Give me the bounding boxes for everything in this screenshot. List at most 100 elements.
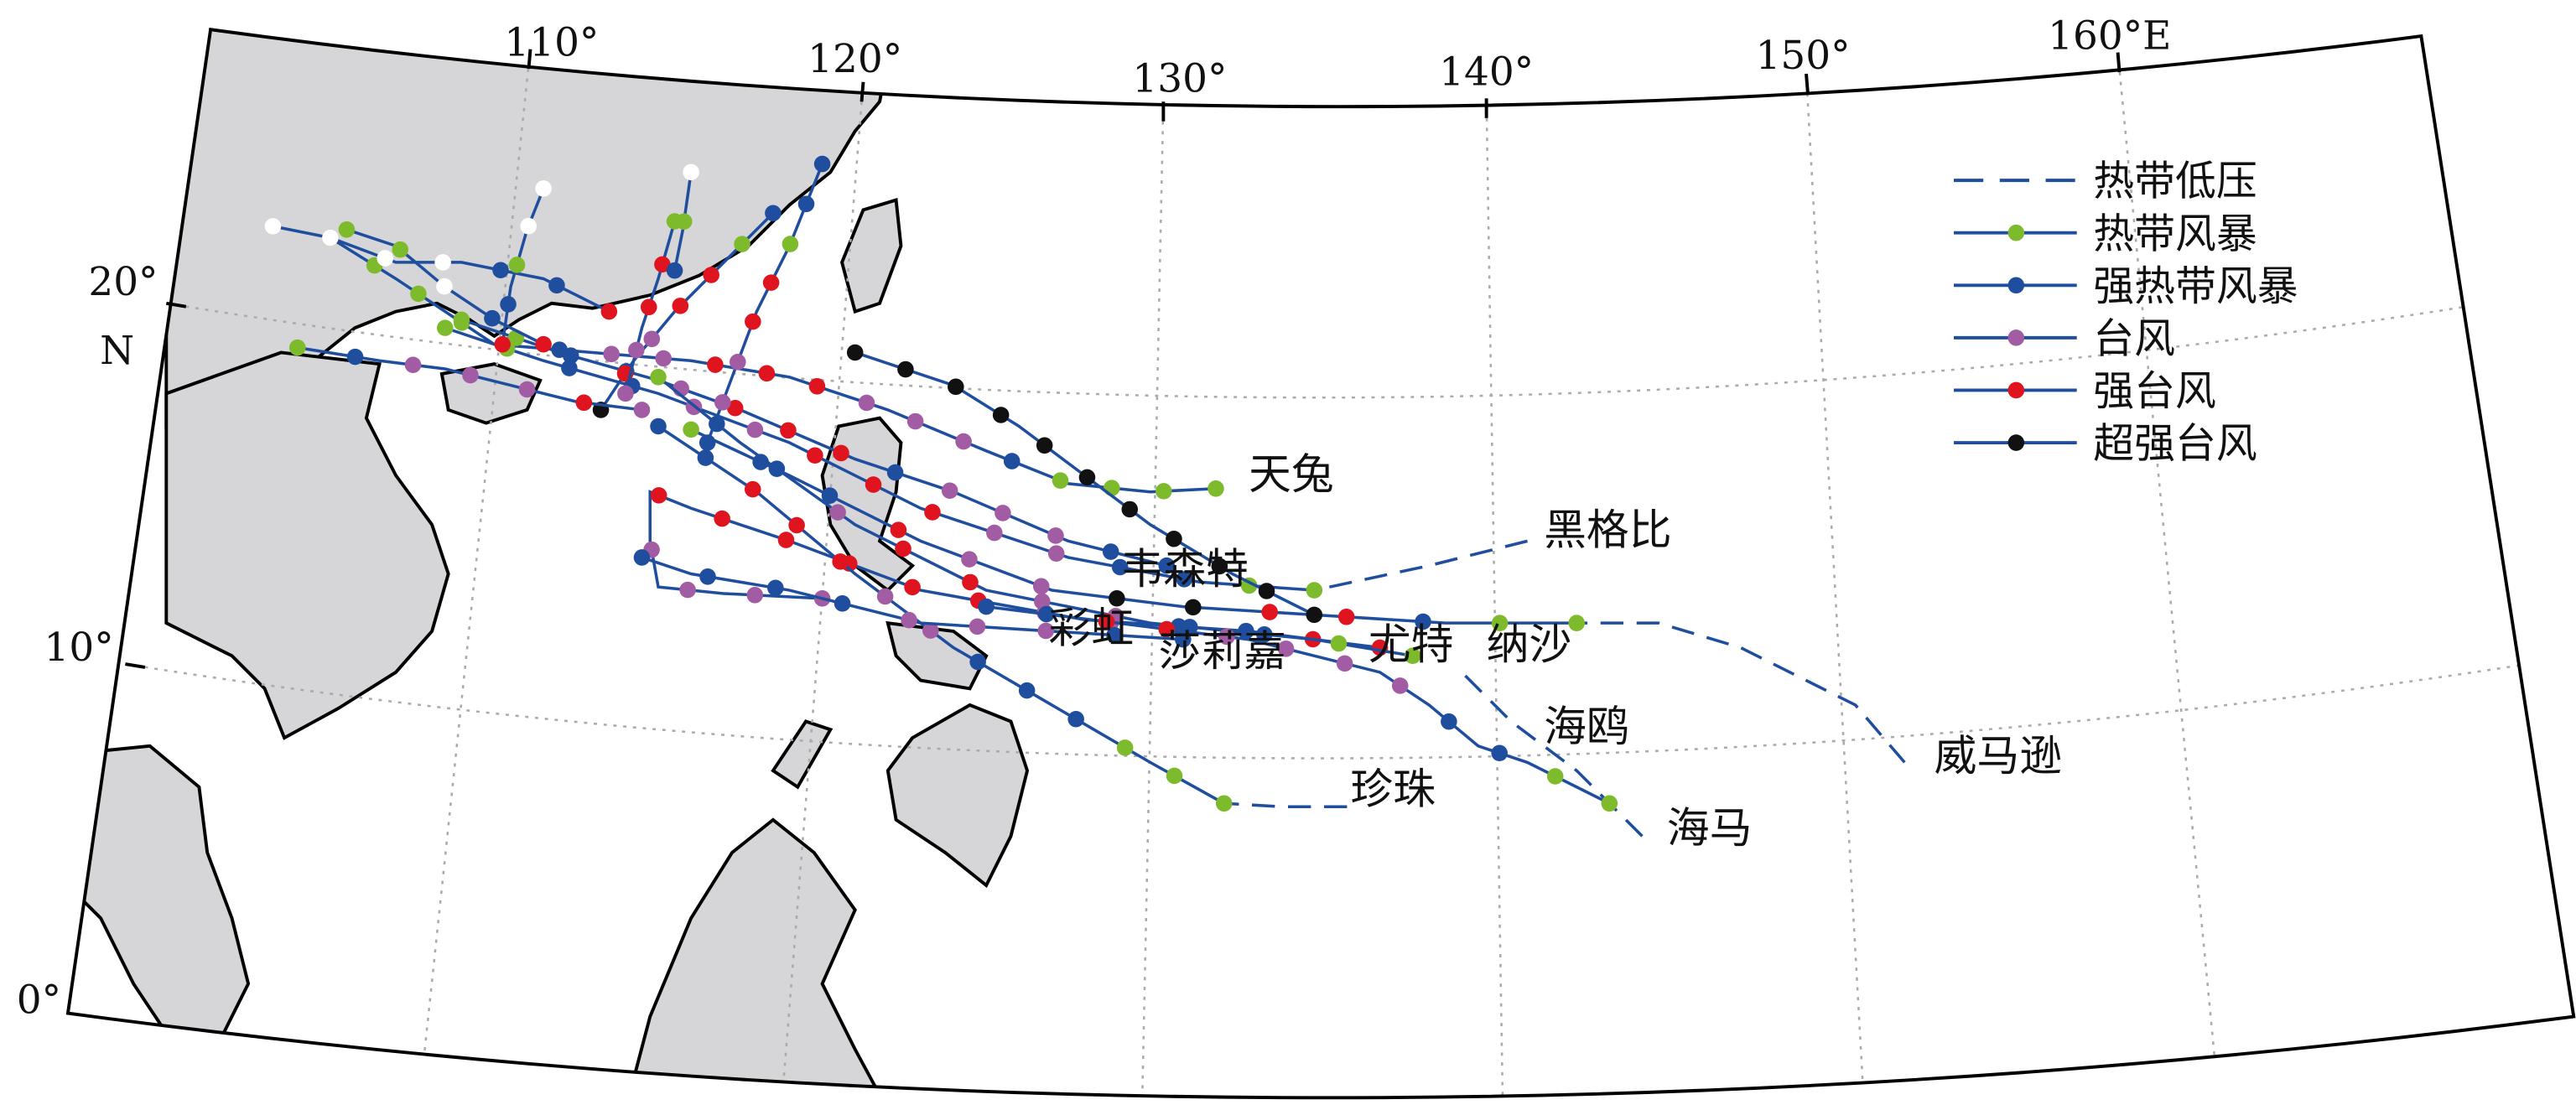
track-point: [1185, 599, 1202, 616]
track-point: [1175, 630, 1192, 648]
graticule-lines: [125, 49, 2528, 1098]
track-point: [410, 285, 427, 303]
track-point: [1568, 615, 1585, 631]
track-point: [995, 505, 1011, 521]
track-point: [683, 163, 699, 181]
track-point: [462, 366, 479, 384]
typhoon-name: 珍珠: [1350, 764, 1436, 813]
track-point: [633, 549, 651, 566]
parallel: [125, 662, 2528, 760]
track-line: [1223, 801, 1348, 808]
legend-label: 台风: [2093, 314, 2175, 362]
track-line: [657, 376, 1413, 658]
map-frame: [65, 28, 2576, 1100]
track-point: [969, 618, 986, 635]
track-point: [346, 348, 364, 366]
track-point: [1106, 626, 1123, 644]
track-point: [672, 298, 689, 314]
track-point: [508, 257, 526, 273]
track-point: [628, 341, 645, 359]
legend-label: 强台风: [2093, 367, 2216, 415]
track-point: [1441, 713, 1457, 730]
track-point: [1238, 622, 1254, 640]
track-point: [777, 532, 795, 548]
track-point: [834, 595, 851, 612]
track-point: [1109, 589, 1125, 607]
track-point: [436, 278, 453, 295]
meridian: [419, 49, 532, 1091]
track-point: [858, 394, 875, 412]
track-point: [1034, 593, 1051, 610]
track-point: [1098, 613, 1115, 630]
track-point: [288, 339, 306, 356]
longitude-label: 120°: [808, 36, 902, 82]
typhoon-name: 海鸥: [1544, 702, 1629, 751]
track-point: [453, 311, 470, 329]
latitude-label: 0°: [17, 978, 61, 1024]
track-point: [1158, 620, 1175, 638]
latitude-label: 10°: [44, 625, 114, 671]
track-point: [699, 568, 716, 585]
track-point: [901, 611, 917, 629]
track-line: [648, 490, 1380, 650]
track-point: [1337, 609, 1355, 625]
track-point: [1208, 480, 1224, 497]
track-point: [322, 229, 339, 246]
track-point: [640, 298, 657, 316]
track-point: [650, 369, 667, 386]
land-luzon: [820, 416, 916, 593]
land-palawan: [771, 719, 834, 790]
track-point: [561, 360, 578, 376]
typhoon-name: 威马逊: [1935, 731, 2063, 781]
track-point: [1336, 655, 1353, 672]
map-body: [67, 29, 2528, 1098]
track-point: [986, 524, 1003, 542]
track-point: [1036, 437, 1053, 454]
track-point: [655, 350, 672, 367]
typhoon-name: 天兔: [1249, 449, 1334, 499]
typhoon-name: 海马: [1667, 803, 1753, 853]
track-point: [1258, 583, 1275, 599]
track-point: [1261, 604, 1279, 620]
track-point: [1067, 710, 1084, 728]
track-point: [575, 394, 593, 412]
legend-label: 热带低压: [2093, 158, 2257, 205]
meridian: [2116, 52, 2218, 1075]
track-point: [404, 356, 422, 374]
track-point: [1277, 641, 1295, 657]
track-point: [1047, 527, 1064, 544]
track-point: [264, 218, 282, 235]
track-point: [1215, 795, 1233, 812]
track-point: [1176, 571, 1193, 588]
frame-ticks: [125, 49, 2122, 669]
track-point: [961, 551, 978, 568]
track-point: [895, 540, 911, 558]
track-point: [730, 353, 746, 371]
track-point: [833, 444, 849, 462]
legend-label: 热带风暴: [2093, 210, 2257, 257]
track-point: [1111, 558, 1129, 576]
track-point: [683, 421, 699, 438]
track-point: [904, 578, 921, 596]
track-point: [832, 553, 849, 570]
longitude-label: 140°: [1439, 49, 1534, 96]
latitude-label: 20°: [88, 259, 158, 305]
track-point: [338, 221, 356, 238]
track-point: [697, 449, 714, 466]
typhoon-name: 纳沙: [1487, 620, 1572, 669]
legend-marker: [2007, 381, 2025, 399]
meridian: [1805, 73, 1865, 1098]
track-point: [600, 303, 618, 320]
track-point: [1491, 615, 1509, 631]
typhoon-name: 彩虹: [1048, 604, 1134, 653]
track-point: [603, 345, 620, 363]
track-line: [641, 556, 1183, 641]
track-point: [768, 460, 786, 477]
track-point: [392, 241, 409, 258]
latitude-hemisphere: N: [100, 328, 134, 374]
track-point: [535, 335, 552, 353]
typhoon-name: 黑格比: [1544, 505, 1672, 554]
track-point: [699, 434, 716, 451]
